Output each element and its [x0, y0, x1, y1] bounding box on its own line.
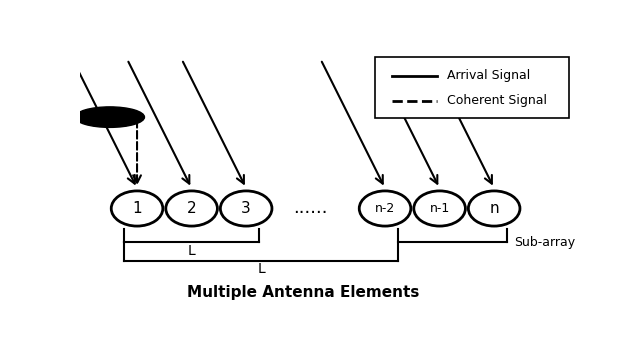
Text: ......: ...... — [293, 200, 328, 217]
Text: n-2: n-2 — [375, 202, 395, 215]
Text: L: L — [188, 244, 195, 258]
Ellipse shape — [220, 191, 272, 226]
Ellipse shape — [468, 191, 520, 226]
Text: Arrival Signal: Arrival Signal — [447, 69, 531, 82]
FancyArrowPatch shape — [129, 62, 189, 184]
Text: 2: 2 — [187, 201, 196, 216]
FancyArrowPatch shape — [322, 62, 383, 184]
FancyArrowPatch shape — [74, 62, 135, 184]
Ellipse shape — [75, 107, 145, 127]
Text: 3: 3 — [241, 201, 251, 216]
FancyArrowPatch shape — [183, 62, 244, 184]
Ellipse shape — [111, 191, 163, 226]
Text: L: L — [257, 262, 265, 276]
FancyBboxPatch shape — [375, 57, 568, 118]
Text: n: n — [490, 201, 499, 216]
FancyArrowPatch shape — [431, 62, 492, 184]
Ellipse shape — [166, 191, 218, 226]
Text: Sub-array: Sub-array — [515, 236, 575, 249]
Text: 1: 1 — [132, 201, 142, 216]
FancyArrowPatch shape — [376, 62, 437, 184]
Ellipse shape — [359, 191, 411, 226]
Text: n-1: n-1 — [429, 202, 450, 215]
Ellipse shape — [414, 191, 465, 226]
Text: Coherent Signal: Coherent Signal — [447, 94, 547, 107]
Text: Multiple Antenna Elements: Multiple Antenna Elements — [187, 285, 419, 300]
